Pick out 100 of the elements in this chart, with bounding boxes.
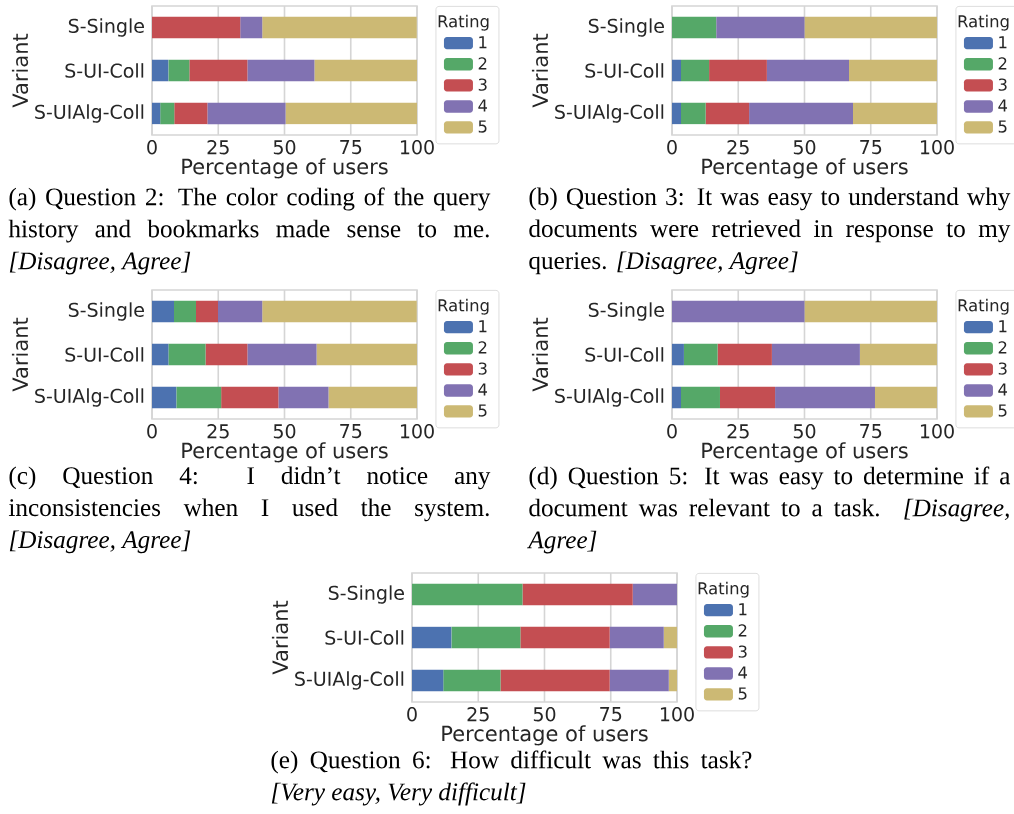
y-tick-label: S-Single	[588, 302, 664, 321]
legend-label: 5	[478, 404, 487, 417]
y-tick-label: S-UI-Coll	[585, 347, 664, 362]
text: (d) Question 5: It was easy to determine if a document was relevant to a task. [Disagree, Agree]	[527, 466, 1011, 554]
x-tick-label: 100	[920, 140, 954, 155]
x-tick-label: 50	[273, 424, 296, 439]
legend-label: 3	[738, 645, 747, 658]
legend-label: 1	[739, 603, 747, 616]
bar	[849, 59, 937, 82]
legend-label: 3	[998, 78, 1007, 91]
bar	[520, 626, 610, 649]
x-tick-label: 100	[400, 140, 434, 155]
bar	[412, 626, 452, 649]
bar	[195, 300, 218, 323]
legend-label: 4	[998, 383, 1008, 396]
x-axis-title: Percentage of users	[702, 442, 908, 463]
text: (c) Question 4: I didn’t notice any inconsistencies when I used the system. [Disagree, Agree]	[8, 466, 491, 554]
bar	[853, 102, 937, 125]
x-tick-label: 75	[860, 140, 882, 155]
x-tick-label: 25	[467, 707, 489, 722]
x-tick-label: 50	[533, 707, 556, 722]
legend-label: 4	[478, 383, 488, 396]
y-tick-label: S-Single	[68, 302, 144, 321]
bar	[672, 16, 717, 39]
bar	[221, 386, 279, 409]
bar	[176, 386, 222, 409]
bar	[672, 102, 682, 125]
bar	[672, 386, 682, 409]
bar	[152, 343, 169, 366]
bar	[152, 16, 241, 39]
x-tick-label: 50	[793, 424, 816, 439]
bar	[681, 102, 706, 125]
y-axis-title: Variant	[271, 600, 289, 675]
x-axis-title: Percentage of users	[442, 725, 648, 746]
bar	[443, 669, 501, 692]
bar	[152, 59, 169, 82]
x-tick-label: 25	[727, 424, 749, 439]
bar	[609, 669, 669, 692]
bar	[683, 343, 718, 366]
legend-label: 4	[478, 99, 488, 112]
y-tick-label: S-Single	[68, 18, 144, 37]
legend-label: 2	[998, 57, 1007, 70]
bar	[262, 16, 417, 39]
x-tick-label: 0	[667, 140, 677, 155]
x-tick-label: 75	[860, 424, 882, 439]
y-axis-title: Variant	[531, 33, 549, 108]
x-axis-title: Percentage of users	[702, 158, 908, 179]
bar	[681, 59, 710, 82]
bar	[709, 59, 767, 82]
bar	[152, 102, 161, 125]
x-tick-label: 0	[147, 424, 157, 439]
bar	[168, 59, 190, 82]
y-tick-label: S-UIAlg-Coll	[295, 671, 404, 690]
y-axis-title: Variant	[11, 317, 29, 392]
x-tick-label: 100	[400, 424, 434, 439]
legend-label: 1	[479, 36, 487, 49]
bar	[278, 386, 329, 409]
y-tick-label: S-Single	[328, 585, 404, 604]
bar	[168, 343, 206, 366]
legend-label: 4	[998, 99, 1008, 112]
legend-label: 2	[738, 624, 747, 637]
bar	[217, 300, 263, 323]
bar	[804, 16, 937, 39]
legend-label: 5	[738, 687, 747, 700]
bar	[632, 583, 677, 606]
bar	[719, 386, 776, 409]
x-tick-label: 25	[727, 140, 749, 155]
x-tick-label: 50	[793, 140, 816, 155]
legend-label: 5	[998, 404, 1007, 417]
bar	[207, 102, 286, 125]
legend-label: 5	[998, 120, 1007, 133]
bar	[859, 343, 937, 366]
legend-label: 2	[478, 341, 487, 354]
text: (b) Question 3: It was easy to understand why documents were retrieved in response to my queries. [Disagree, Agree]	[529, 187, 1011, 275]
y-tick-label: S-UIAlg-Coll	[35, 104, 144, 123]
bar	[874, 386, 937, 409]
y-tick-label: S-UIAlg-Coll	[555, 388, 664, 407]
bar	[804, 300, 937, 323]
legend-label: 2	[998, 341, 1007, 354]
x-tick-label: 0	[147, 140, 157, 155]
legend-title: Rating	[698, 581, 749, 598]
bar	[247, 343, 317, 366]
bar	[749, 102, 853, 125]
y-tick-label: S-UIAlg-Coll	[555, 104, 664, 123]
y-axis-title: Variant	[531, 317, 549, 392]
x-tick-label: 75	[340, 140, 362, 155]
bar	[705, 102, 750, 125]
legend-label: 3	[478, 78, 487, 91]
text: (a) Question 2: The color coding of the query history and bookmarks made sense to me. [Disagree, Agree]	[8, 187, 491, 275]
x-tick-label: 100	[660, 707, 694, 722]
bar	[189, 59, 248, 82]
bar	[314, 59, 417, 82]
y-tick-label: S-UI-Coll	[65, 63, 144, 78]
bar	[672, 343, 684, 366]
bar	[160, 102, 175, 125]
x-tick-label: 25	[207, 424, 229, 439]
x-axis-title: Percentage of users	[182, 442, 388, 463]
bar	[285, 102, 417, 125]
legend-label: 3	[998, 362, 1007, 375]
x-tick-label: 100	[920, 424, 954, 439]
